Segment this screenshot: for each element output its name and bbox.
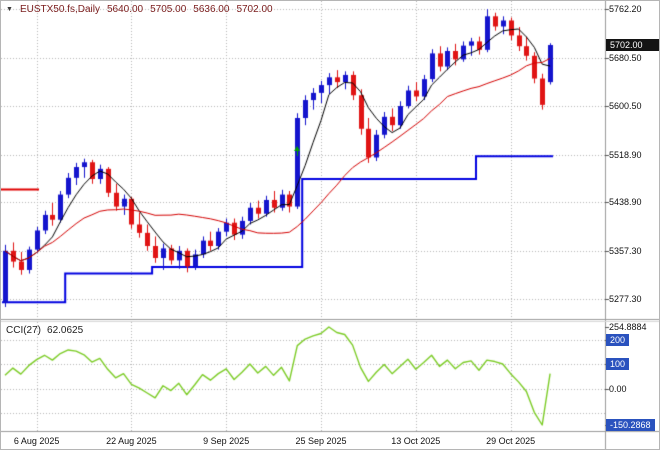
symbol-period-label: EUSTX50.fs,Daily [19,4,100,15]
indicator-name: CCI(27) [6,325,42,336]
quote-header: ▼ EUSTX50.fs,Daily 5640.00 5705.00 5636.00 57… [6,4,280,15]
time-axis[interactable] [1,432,659,449]
quote-low: 5636.00 [193,4,230,15]
quote-open: 5640.00 [106,4,144,15]
quote-close: 5702.00 [236,4,273,15]
indicator-caption: CCI(27) 62.0625 [6,325,83,336]
panel-splitter[interactable] [1,318,605,323]
price-axis[interactable] [605,1,659,432]
symbol-dropdown-icon[interactable]: ▼ [6,6,13,13]
indicator-value: 62.0625 [47,325,84,336]
quote-high: 5705.00 [150,4,187,15]
